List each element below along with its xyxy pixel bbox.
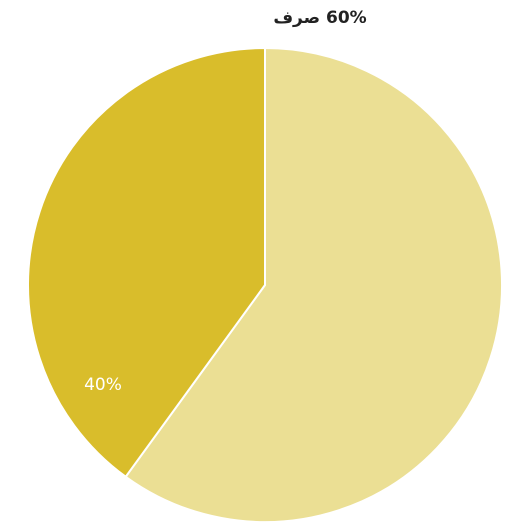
slice-label: 40% — [84, 375, 122, 395]
pie-slice — [124, 46, 503, 523]
slice-label: 60% صرف — [273, 8, 366, 28]
pie-slice — [27, 46, 266, 479]
